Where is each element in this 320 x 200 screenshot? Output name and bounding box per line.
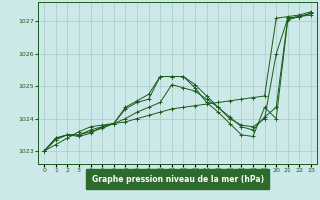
X-axis label: Graphe pression niveau de la mer (hPa): Graphe pression niveau de la mer (hPa): [92, 175, 264, 184]
